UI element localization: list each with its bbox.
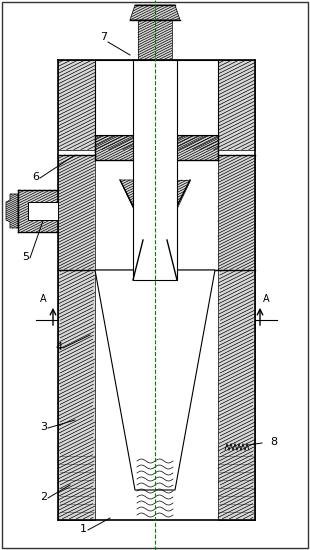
Text: 2: 2 [40, 492, 47, 502]
Polygon shape [138, 20, 172, 60]
Polygon shape [95, 270, 215, 490]
Text: 8: 8 [270, 437, 277, 447]
Polygon shape [130, 5, 180, 20]
Bar [28, 202, 58, 220]
Text: 5: 5 [22, 252, 29, 262]
Text: 7: 7 [100, 32, 107, 42]
Polygon shape [18, 190, 58, 232]
Bar [133, 60, 177, 280]
Text: 6: 6 [32, 172, 39, 182]
Polygon shape [58, 60, 255, 150]
Text: 3: 3 [40, 422, 47, 432]
Polygon shape [218, 270, 255, 520]
Text: A: A [263, 294, 270, 304]
Text: 1: 1 [80, 524, 87, 534]
Text: A: A [40, 294, 46, 304]
Polygon shape [6, 194, 18, 228]
Polygon shape [95, 135, 218, 160]
Polygon shape [157, 180, 190, 250]
Polygon shape [218, 155, 255, 270]
Polygon shape [58, 270, 95, 520]
Bar [95, 60, 218, 135]
Polygon shape [120, 180, 153, 250]
Polygon shape [58, 155, 95, 270]
Text: 4: 4 [55, 342, 62, 352]
